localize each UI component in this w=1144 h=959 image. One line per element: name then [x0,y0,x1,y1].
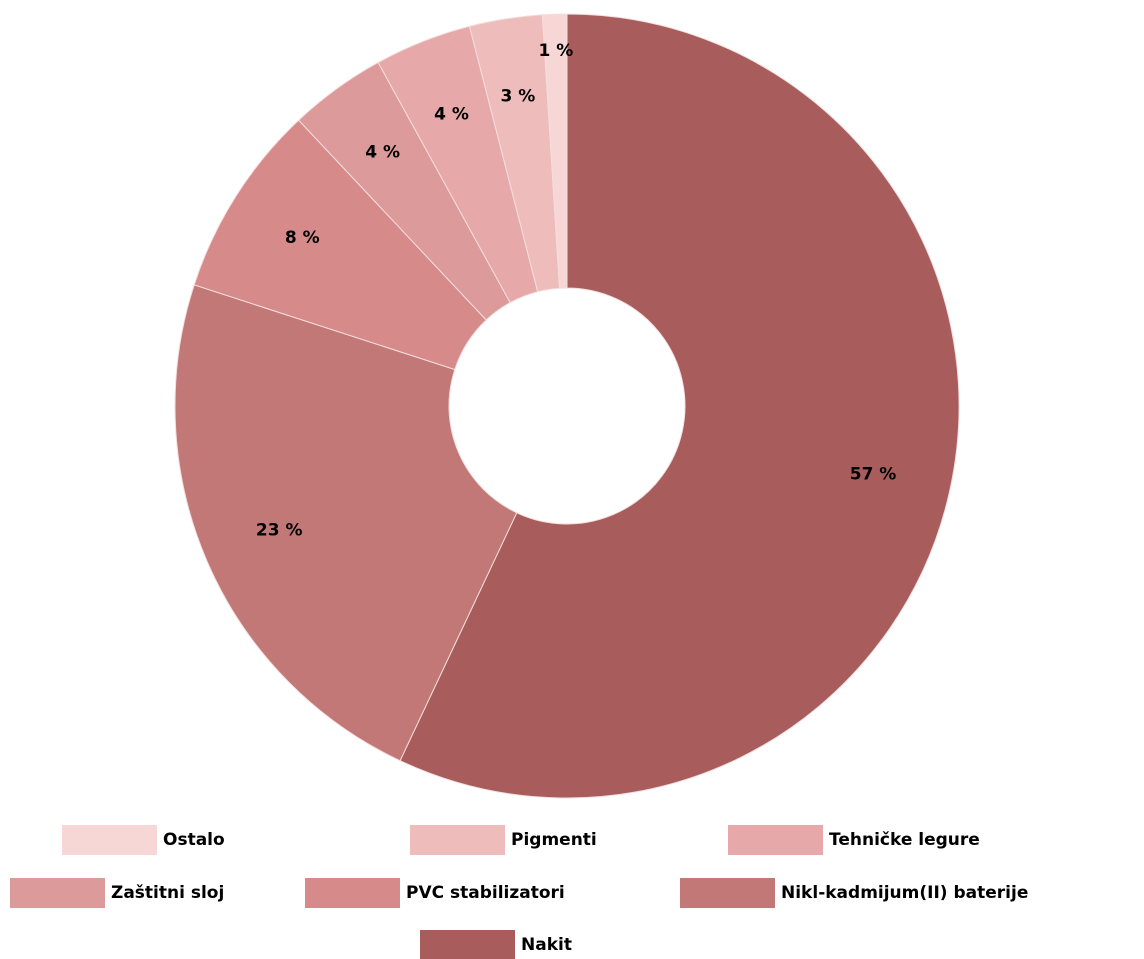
slice-label: 57 % [850,464,897,484]
slice-label: 4 % [365,142,400,162]
legend-swatch [728,825,823,855]
slice [193,119,487,371]
legend-label: PVC stabilizatori [406,883,565,903]
legend-label: Tehničke legure [829,830,980,850]
legend-label: Nikl-kadmijum(II) baterije [781,883,1028,903]
legend-label: Zaštitni sloj [111,883,224,903]
slice-label: 23 % [256,521,303,541]
legend-swatch [10,878,105,908]
slice-label: 3 % [501,86,536,106]
slice [399,13,960,799]
legend-swatch [62,825,157,855]
slice [174,284,518,762]
slice [541,13,568,289]
slice-label: 1 % [538,41,573,61]
legend-swatch [680,878,775,908]
slice-label: 4 % [434,104,469,124]
legend-label: Pigmenti [511,830,597,850]
slice-label: 8 % [285,228,320,248]
legend-swatch [410,825,505,855]
legend-swatch [305,878,400,908]
legend-swatch [420,930,515,959]
legend-label: Ostalo [163,830,225,850]
legend-label: Nakit [521,935,572,955]
